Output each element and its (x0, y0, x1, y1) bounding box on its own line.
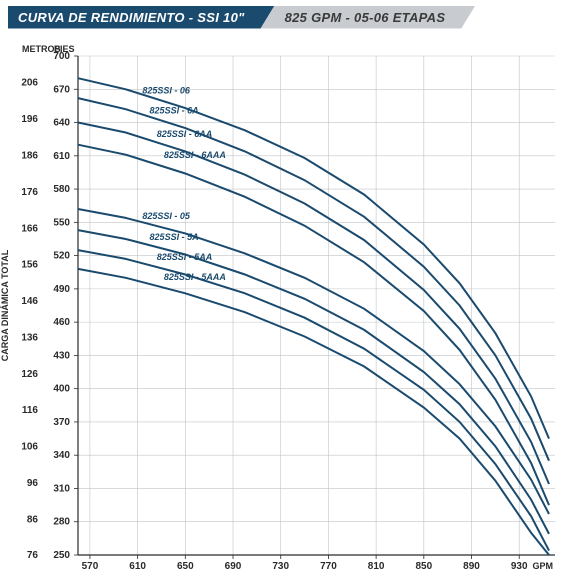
series-label: 825SSI - 6AA (157, 129, 213, 139)
y-pies-tick: 370 (53, 417, 70, 428)
y-pies-label: PIES (54, 44, 75, 54)
x-tick: 770 (320, 561, 337, 572)
x-tick: 650 (177, 561, 194, 572)
y-metros-tick: 136 (21, 332, 38, 343)
series-curve (78, 269, 549, 555)
x-tick: 610 (129, 561, 146, 572)
y-pies-tick: 250 (53, 550, 70, 561)
chart-svg: 250 280 310 340 370 400 430 460 490 520 550 580 610 6… (0, 38, 567, 577)
y-pies-tick: 610 (53, 151, 70, 162)
y-metros-tick: 166 (21, 223, 38, 234)
series-label: 825SSI - 5AA (157, 252, 213, 262)
y-metros-tick: 196 (21, 114, 38, 125)
x-tick: 690 (225, 561, 242, 572)
series-curve (78, 209, 549, 514)
chart-header: CURVA DE RENDIMIENTO - SSI 10" 825 GPM -… (8, 4, 563, 30)
y-metros-tick: 156 (21, 260, 38, 271)
y-pies-tick: 280 (53, 517, 70, 528)
y-pies-tick: 520 (53, 251, 70, 262)
series-label: 825SSI - 5AAA (164, 272, 226, 282)
y-pies-tick: 550 (53, 217, 70, 228)
series-label: 825SSI - 6AAA (164, 150, 226, 160)
y-pies-tick: 640 (53, 118, 70, 129)
y-pies-tick: 340 (53, 450, 70, 461)
performance-curve-chart: 250 280 310 340 370 400 430 460 490 520 550 580 610 6… (0, 38, 567, 577)
y-metros-tick: 176 (21, 187, 38, 198)
y-pies-tick: 430 (53, 350, 70, 361)
series-curve (78, 78, 549, 438)
x-tick: 810 (368, 561, 385, 572)
y-metros-tick: 86 (27, 514, 39, 525)
y-metros-tick: 146 (21, 296, 38, 307)
series-label: 825SSI - 6A (150, 106, 199, 116)
x-tick: 930 (511, 561, 528, 572)
y-metros-tick: 186 (21, 151, 38, 162)
x-axis-label: GPM (532, 561, 553, 571)
y-pies-tick: 460 (53, 317, 70, 328)
header-title-right: 825 GPM - 05-06 ETAPAS (261, 6, 476, 29)
y-pies-tick: 490 (53, 284, 70, 295)
x-tick: 850 (415, 561, 432, 572)
x-tick: 890 (463, 561, 480, 572)
y-pies-tick: 580 (53, 184, 70, 195)
y-metros-tick: 206 (21, 78, 38, 89)
y-metros-tick: 116 (22, 405, 39, 416)
x-tick: 570 (82, 561, 99, 572)
header-title-left: CURVA DE RENDIMIENTO - SSI 10" (8, 6, 275, 29)
y-pies-tick: 400 (53, 384, 70, 395)
y-pies-tick: 310 (53, 483, 70, 494)
y-metros-tick: 96 (27, 478, 39, 489)
series-label: 825SSI - 06 (142, 86, 191, 96)
x-tick: 730 (272, 561, 289, 572)
side-axis-label: CARGA DINÁMICA TOTAL (0, 249, 10, 361)
y-pies-tick: 670 (53, 84, 70, 95)
series-label: 825SSI - 5A (150, 232, 199, 242)
series-label: 825SSI - 05 (142, 211, 191, 221)
y-metros-tick: 106 (21, 442, 38, 453)
series-curve (78, 250, 549, 550)
y-metros-tick: 76 (27, 550, 39, 561)
y-metros-tick: 126 (21, 369, 38, 380)
series-curve (78, 145, 549, 505)
